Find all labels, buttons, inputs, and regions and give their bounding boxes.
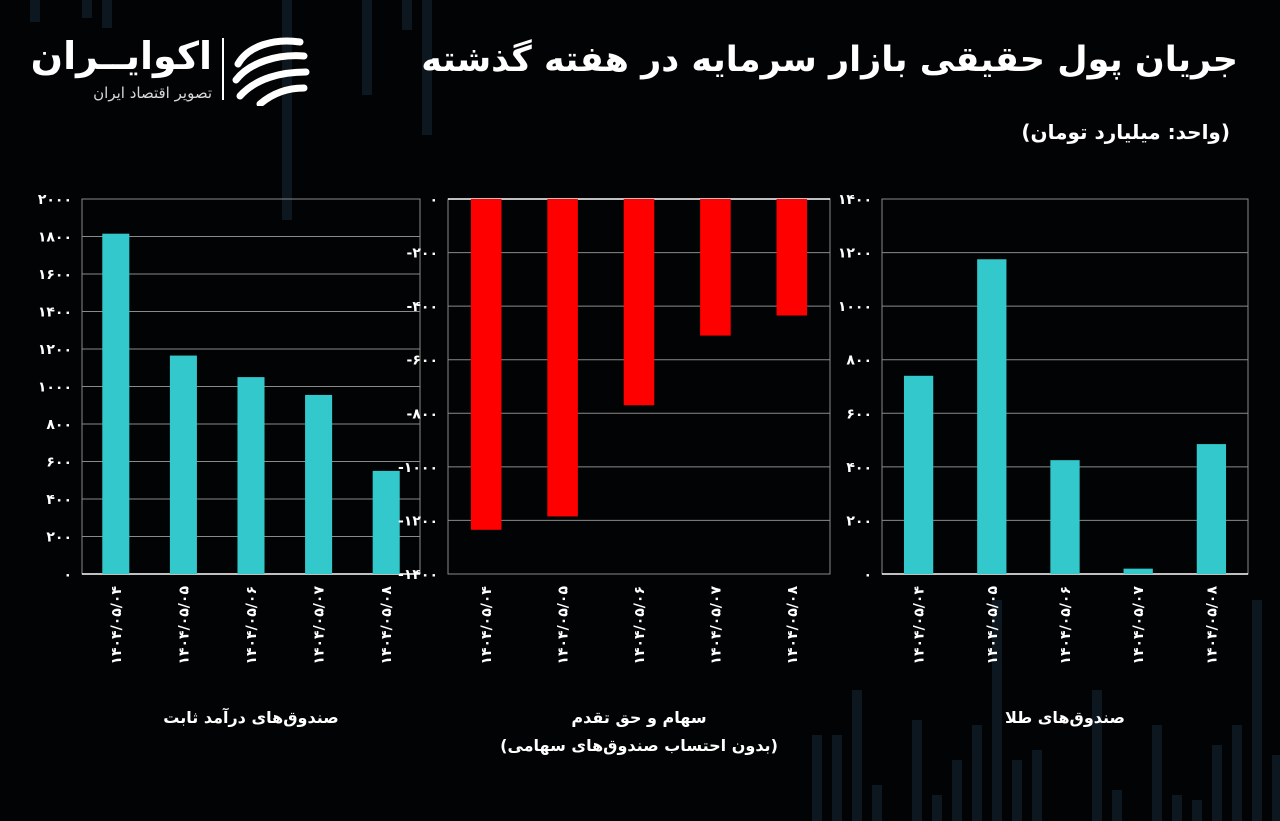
- y-tick-label: ۰: [63, 567, 72, 583]
- chart-caption: سهام و حق تقدم: [571, 708, 707, 727]
- bar: [237, 377, 265, 574]
- bar: [305, 394, 333, 574]
- bar: [623, 199, 655, 406]
- y-tick-label: ۴۰۰: [46, 492, 72, 508]
- x-tick-label: ۱۴۰۴/۰۵/۰۷: [708, 586, 724, 665]
- y-tick-label: ۸۰۰: [846, 353, 872, 369]
- x-tick-label: ۱۴۰۴/۰۵/۰۷: [1131, 586, 1147, 665]
- chart-caption: صندوق‌های طلا: [1004, 708, 1126, 727]
- chart-caption: صندوق‌های درآمد ثابت: [163, 708, 339, 727]
- y-tick-label: ۱۲۰۰: [38, 342, 72, 358]
- chart-2: ۰ -۲۰۰ -۴۰۰ -۶۰۰ -۸۰۰ -۱۰۰۰ -۱۲۰۰ -۱۴۰۰ ۱۴۰۴/۰۵/…: [398, 192, 831, 665]
- x-tick-label: ۱۴۰۴/۰۵/۰۶: [632, 586, 648, 665]
- bar: [547, 199, 578, 517]
- y-tick-label: ۱۸۰۰: [38, 230, 72, 246]
- x-tick-label: ۱۴۰۴/۰۵/۰۴: [109, 586, 125, 665]
- x-tick-label: ۱۴۰۴/۰۵/۰۴: [479, 586, 495, 665]
- y-tick-label: -۲۰۰: [407, 246, 438, 262]
- bar: [470, 199, 502, 530]
- y-tick-label: ۰: [863, 567, 872, 583]
- chart-1: ۰ ۲۰۰ ۴۰۰ ۶۰۰ ۸۰۰ ۱۰۰۰ ۱۲۰۰ ۱۴۰۰ ۱۶۰۰ ۱۸۰۰ ۲۰۰۰ ۱۴۰…: [38, 192, 421, 665]
- y-tick-label: -۴۰۰: [407, 299, 438, 315]
- y-tick-label: ۶۰۰: [46, 455, 72, 471]
- bar: [776, 199, 808, 316]
- y-tick-label: -۱۰۰۰: [398, 460, 438, 476]
- y-tick-label: ۱۴۰۰: [838, 192, 872, 208]
- y-tick-label: ۱۲۰۰: [838, 246, 872, 262]
- bar: [169, 355, 197, 574]
- bar: [700, 199, 731, 336]
- bar: [372, 470, 400, 574]
- unit-label: (واحد: میلیارد تومان): [1021, 120, 1230, 144]
- logo-name: اکوایــران: [30, 34, 212, 78]
- page-title: جریان پول حقیقی بازار سرمایه در هفته گذش…: [421, 40, 1238, 80]
- bar: [102, 233, 130, 574]
- bar: [1196, 444, 1227, 574]
- y-tick-label: -۶۰۰: [407, 353, 438, 369]
- y-tick-label: ۲۰۰۰: [38, 192, 72, 208]
- logo: اکوایــران تصویر اقتصاد ایران: [31, 34, 320, 110]
- x-tick-label: ۱۴۰۴/۰۵/۰۶: [1058, 586, 1074, 665]
- y-tick-label: ۱۰۰۰: [38, 380, 72, 396]
- x-tick-label: ۱۴۰۴/۰۵/۰۵: [556, 586, 572, 665]
- logo-divider: [222, 38, 224, 100]
- y-tick-label: ۱۰۰۰: [838, 299, 872, 315]
- y-tick-label: -۱۴۰۰: [398, 567, 438, 583]
- x-tick-label: ۱۴۰۴/۰۵/۰۵: [985, 586, 1001, 665]
- bar: [1123, 568, 1153, 574]
- chart-caption-note: (بدون احتساب صندوق‌های سهامی): [500, 736, 778, 755]
- y-tick-label: ۴۰۰: [846, 460, 872, 476]
- x-tick-label: ۱۴۰۴/۰۵/۰۶: [244, 586, 260, 665]
- x-tick-label: ۱۴۰۴/۰۵/۰۸: [379, 586, 395, 665]
- bar: [977, 259, 1007, 574]
- y-tick-label: ۰: [429, 192, 438, 208]
- y-tick-label: ۶۰۰: [846, 406, 872, 422]
- logo-mark-icon: [232, 37, 310, 106]
- x-tick-label: ۱۴۰۴/۰۵/۰۷: [312, 586, 328, 665]
- y-tick-label: ۱۴۰۰: [38, 305, 72, 321]
- y-tick-label: ۱۶۰۰: [38, 267, 72, 283]
- bar: [903, 375, 934, 574]
- bar: [1050, 460, 1080, 574]
- y-tick-label: ۲۰۰: [846, 513, 872, 529]
- y-tick-label: ۸۰۰: [46, 417, 72, 433]
- logo-subtitle: تصویر اقتصاد ایران: [93, 84, 212, 102]
- x-tick-label: ۱۴۰۴/۰۵/۰۸: [785, 586, 801, 665]
- x-tick-label: ۱۴۰۴/۰۵/۰۴: [912, 586, 928, 665]
- chart-3: ۰ ۲۰۰ ۴۰۰ ۶۰۰ ۸۰۰ ۱۰۰۰ ۱۲۰۰ ۱۴۰۰ ۱۴۰۴/۰۵/۰۴ ۱۴۰۴/…: [838, 192, 1249, 665]
- y-tick-label: -۱۲۰۰: [398, 513, 438, 529]
- y-tick-label: ۲۰۰: [46, 530, 72, 546]
- x-tick-label: ۱۴۰۴/۰۵/۰۸: [1204, 586, 1220, 665]
- y-tick-label: -۸۰۰: [407, 406, 438, 422]
- x-tick-label: ۱۴۰۴/۰۵/۰۵: [176, 586, 192, 665]
